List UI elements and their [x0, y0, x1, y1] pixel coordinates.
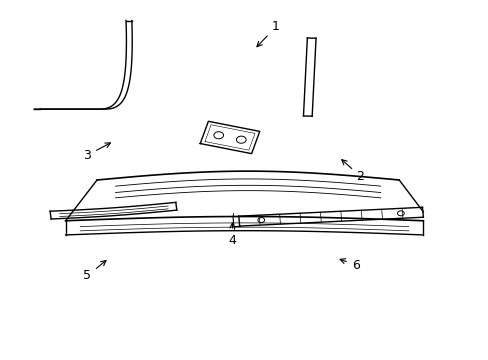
Text: 4: 4: [228, 223, 236, 247]
Text: 5: 5: [83, 261, 106, 282]
Text: 6: 6: [340, 258, 359, 271]
Text: 1: 1: [256, 21, 279, 47]
Text: 3: 3: [83, 143, 110, 162]
Text: 2: 2: [341, 159, 364, 183]
